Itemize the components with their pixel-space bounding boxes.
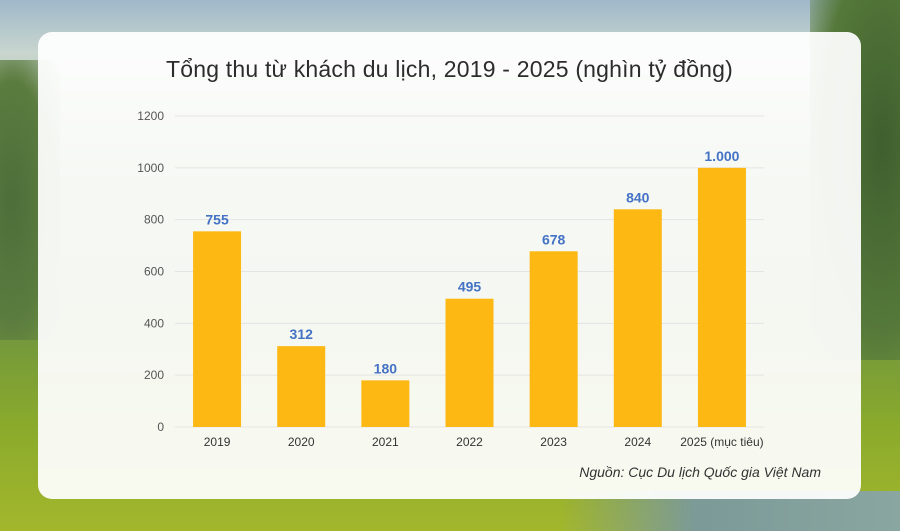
y-tick-label: 0: [157, 420, 164, 434]
y-tick-label: 200: [144, 368, 164, 382]
chart-card: Tổng thu từ khách du lịch, 2019 - 2025 (…: [38, 32, 861, 499]
bar-value-label: 312: [290, 326, 314, 342]
bar: [193, 231, 242, 427]
bar-value-label: 495: [458, 279, 482, 295]
y-tick-label: 400: [144, 316, 164, 330]
x-tick-label: 2024: [624, 435, 651, 449]
bar: [277, 346, 326, 427]
chart-title: Tổng thu từ khách du lịch, 2019 - 2025 (…: [165, 56, 734, 82]
bar: [697, 167, 746, 428]
x-tick-label: 2023: [540, 435, 567, 449]
bar: [361, 380, 410, 427]
bar-value-label: 1.000: [704, 148, 739, 164]
y-tick-label: 1200: [137, 109, 164, 123]
bar-value-label: 678: [542, 231, 566, 247]
bar: [529, 251, 578, 427]
bar: [613, 209, 662, 427]
x-tick-label: 2022: [456, 435, 483, 449]
bar-value-label: 755: [205, 211, 229, 227]
bar-value-label: 180: [374, 360, 398, 376]
x-tick-label: 2025 (mục tiêu): [680, 435, 763, 449]
y-tick-label: 600: [144, 265, 164, 279]
x-tick-label: 2019: [204, 435, 231, 449]
x-tick-label: 2020: [288, 435, 315, 449]
x-tick-label: 2021: [372, 435, 399, 449]
bar-chart: 0 200 400 600 800 1000 1200 755 2019 312 2020 180 20…: [137, 109, 764, 449]
y-tick-label: 1000: [137, 161, 164, 175]
y-tick-label: 800: [144, 213, 164, 227]
bar-value-label: 840: [626, 189, 650, 205]
source-note: Nguồn: Cục Du lịch Quốc gia Việt Nam: [579, 464, 821, 480]
bar: [445, 298, 494, 427]
